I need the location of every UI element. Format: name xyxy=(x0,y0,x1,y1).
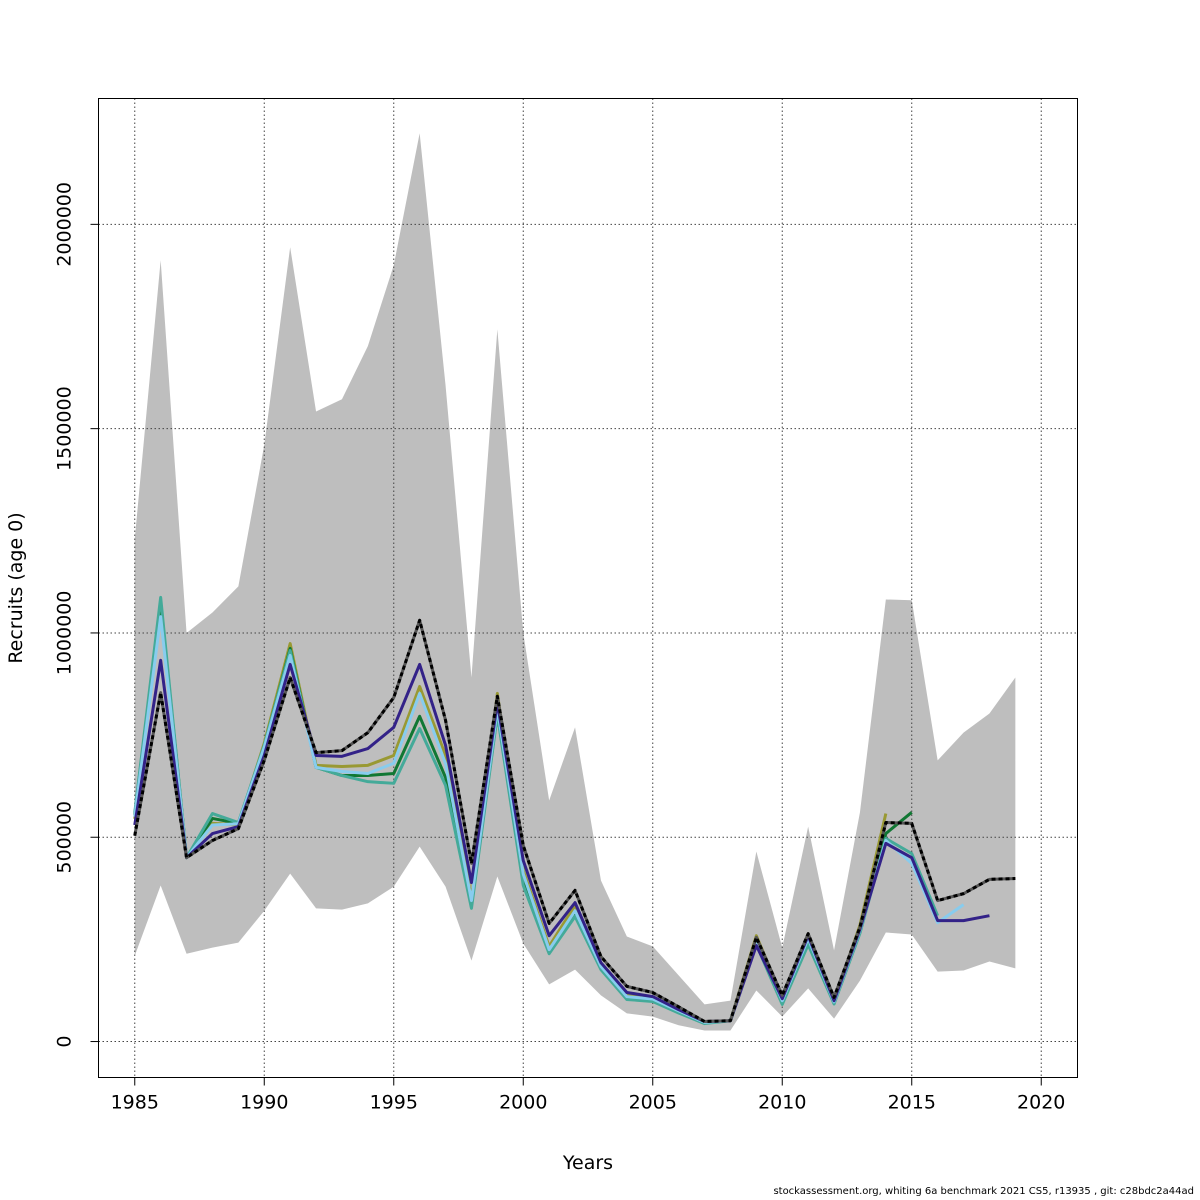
y-axis-title: Recruits (age 0) xyxy=(5,512,27,663)
y-tick-label: 2000000 xyxy=(54,182,76,267)
x-tick-label: 2015 xyxy=(888,1092,936,1114)
y-tick-label: 1500000 xyxy=(54,386,76,471)
y-tick-label: 0 xyxy=(54,1035,76,1047)
y-tick-label: 1000000 xyxy=(54,591,76,676)
y-tick-label: 500000 xyxy=(54,801,76,874)
plot-frame xyxy=(98,98,1078,1078)
series-line-2019 xyxy=(133,618,1016,1024)
footer-caption: stockassessment.org, whiting 6a benchmar… xyxy=(773,1186,1194,1197)
x-tick-label: 1990 xyxy=(240,1092,288,1114)
x-tick-label: 2000 xyxy=(499,1092,547,1114)
x-tick-label: 1985 xyxy=(111,1092,159,1114)
x-tick-label: 2020 xyxy=(1017,1092,1065,1114)
x-axis-title: Years xyxy=(562,1152,613,1174)
x-tick-label: 2010 xyxy=(758,1092,806,1114)
x-tick-label: 2005 xyxy=(629,1092,677,1114)
x-tick-label: 1995 xyxy=(370,1092,418,1114)
confidence-band xyxy=(134,133,1016,1031)
